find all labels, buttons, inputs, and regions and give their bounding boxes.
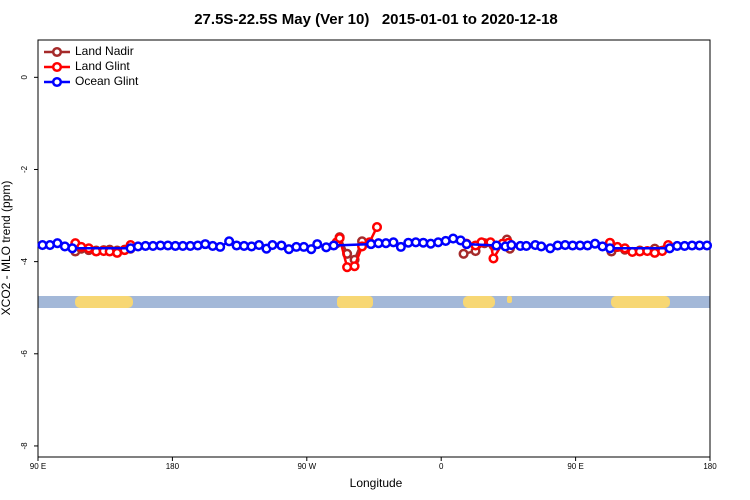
y-tick-label: 0 [20,75,29,80]
x-tick-label: 0 [439,462,444,471]
data-point [349,261,360,272]
data-point [67,243,78,254]
legend-label: Ocean Glint [75,74,139,88]
x-tick-label: 180 [166,462,180,471]
data-point [215,241,226,252]
land-strip [463,296,495,308]
data-point [306,244,317,255]
legend-label: Land Glint [75,59,130,73]
data-point [328,240,339,251]
data-point [388,237,399,248]
data-point [461,239,472,250]
legend-label: Land Nadir [75,44,134,58]
land-strip [611,296,670,308]
data-point [395,241,406,252]
data-point [506,239,517,251]
data-point [536,241,547,252]
land-ocean-strip [38,296,710,308]
y-axis-label: XCO2 - MLO trend (ppm) [0,181,13,316]
data-point [488,253,499,264]
y-tick-label: -4 [20,258,29,266]
ocean-strip [38,296,710,308]
x-tick-label: 90 E [567,462,583,471]
data-point [521,240,532,252]
chart-title: 27.5S-22.5S May (Ver 10) 2015-01-01 to 2… [194,11,558,28]
data-point [224,236,235,247]
legend-marker [51,46,63,58]
x-axis-label: Longitude [350,476,403,490]
data-point [276,240,287,251]
data-point [604,243,615,254]
y-tick-label: -8 [20,442,29,450]
land-strip [337,296,373,308]
data-point [312,239,323,250]
legend-marker [51,61,63,73]
x-tick-label: 90 E [30,462,46,471]
data-point [491,240,502,251]
land-strip [507,296,512,303]
x-tick-label: 90 W [297,462,316,471]
x-tick-label: 180 [703,462,717,471]
data-point [253,239,265,251]
data-point [334,233,345,244]
legend-marker [51,76,63,88]
data-point [267,239,278,251]
land-strip [75,296,133,308]
data-point [701,240,713,251]
y-tick-label: -2 [20,165,29,173]
y-tick-label: -6 [20,350,29,358]
data-point [371,222,383,233]
data-point [458,248,469,259]
